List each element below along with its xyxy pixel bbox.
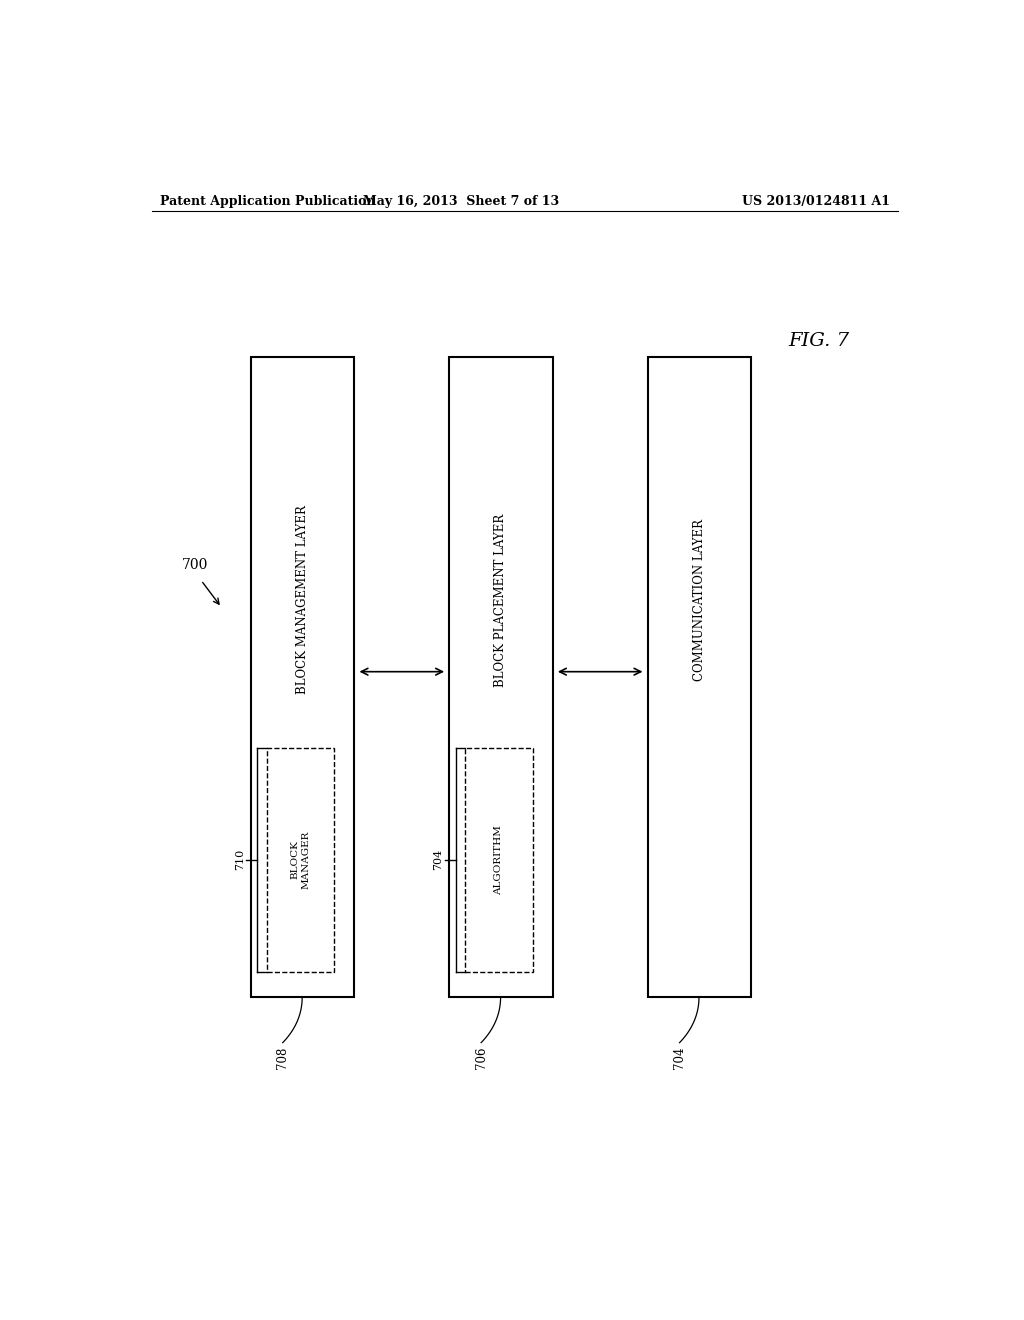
Text: 706: 706 [475,1047,487,1069]
Text: BLOCK
MANAGER: BLOCK MANAGER [291,830,310,888]
Bar [267,748,334,972]
Text: 704: 704 [673,1047,686,1069]
Bar [648,356,751,997]
Text: 710: 710 [234,849,245,870]
Text: BLOCK PLACEMENT LAYER: BLOCK PLACEMENT LAYER [495,513,508,686]
Text: FIG. 7: FIG. 7 [787,333,849,350]
Text: US 2013/0124811 A1: US 2013/0124811 A1 [741,194,890,207]
Bar [450,356,553,997]
Bar [465,748,532,972]
Text: May 16, 2013  Sheet 7 of 13: May 16, 2013 Sheet 7 of 13 [364,194,559,207]
Bar [251,356,354,997]
Text: ALGORITHM: ALGORITHM [495,825,504,895]
Text: COMMUNICATION LAYER: COMMUNICATION LAYER [693,519,706,681]
Text: 700: 700 [182,558,209,572]
Text: 704: 704 [433,849,443,870]
Text: Patent Application Publication: Patent Application Publication [160,194,375,207]
Text: BLOCK MANAGEMENT LAYER: BLOCK MANAGEMENT LAYER [296,506,309,694]
Text: 708: 708 [276,1047,289,1069]
